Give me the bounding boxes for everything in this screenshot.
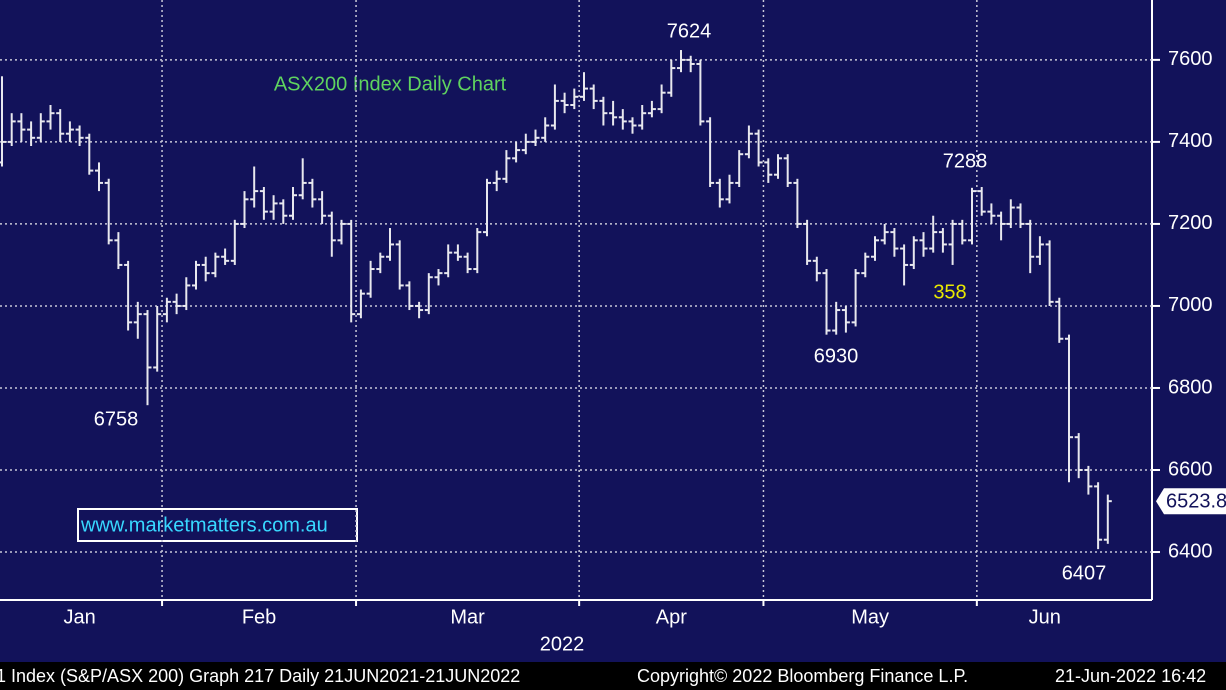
y-tick-label: 7200 [1168, 212, 1213, 234]
annotation: 6407 [1062, 562, 1107, 584]
y-tick-label: 7000 [1168, 294, 1213, 316]
last-price-label: 6523.8 [1166, 491, 1226, 513]
x-tick-label: Apr [656, 606, 687, 628]
x-tick-label: Mar [450, 606, 485, 628]
footer-text: 21-Jun-2022 16:42 [1055, 666, 1206, 686]
x-tick-label: May [851, 606, 889, 628]
y-tick-label: 6800 [1168, 376, 1213, 398]
footer-text: 1 Index (S&P/ASX 200) Graph 217 Daily 21… [0, 666, 520, 686]
y-tick-label: 7600 [1168, 48, 1213, 70]
watermark-box [77, 508, 358, 542]
x-tick-label: Feb [242, 606, 276, 628]
annotation: 6758 [94, 408, 139, 430]
footer-background [0, 662, 1226, 690]
chart-title: ASX200 Index Daily Chart [274, 73, 507, 95]
footer-text: Copyright© 2022 Bloomberg Finance L.P. [637, 666, 968, 686]
annotation: 7624 [667, 20, 712, 42]
annotation: 7288 [943, 150, 988, 172]
x-tick-label: Jan [63, 606, 95, 628]
y-tick-label: 6600 [1168, 458, 1213, 480]
y-tick-label: 6400 [1168, 540, 1213, 562]
x-tick-label: Jun [1029, 606, 1061, 628]
y-tick-label: 7400 [1168, 130, 1213, 152]
year-label: 2022 [540, 633, 585, 655]
annotation: 6930 [814, 345, 859, 367]
last-price-tag [1156, 488, 1226, 515]
plot-background [0, 0, 1226, 662]
highlight-label: 358 [933, 281, 966, 303]
watermark: www.marketmatters.com.au [80, 514, 328, 536]
